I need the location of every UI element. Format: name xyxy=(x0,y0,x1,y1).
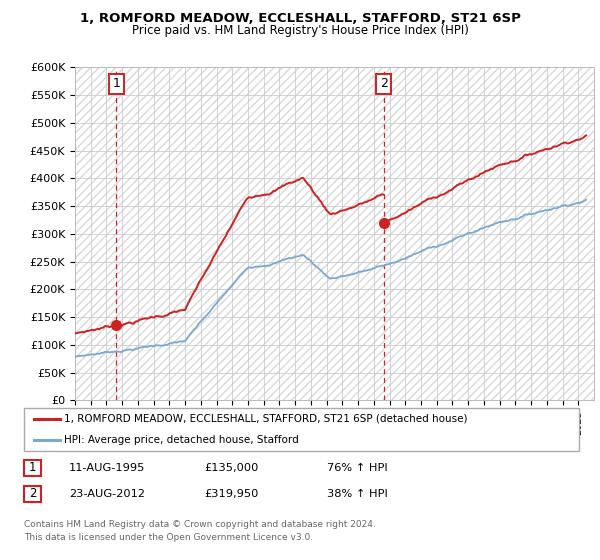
Text: HPI: Average price, detached house, Stafford: HPI: Average price, detached house, Staf… xyxy=(64,435,299,445)
Text: 1: 1 xyxy=(112,77,120,90)
Text: 38% ↑ HPI: 38% ↑ HPI xyxy=(327,489,388,499)
FancyBboxPatch shape xyxy=(24,460,41,475)
Text: 1: 1 xyxy=(29,461,36,474)
Text: Contains HM Land Registry data © Crown copyright and database right 2024.
This d: Contains HM Land Registry data © Crown c… xyxy=(24,520,376,542)
FancyBboxPatch shape xyxy=(24,486,41,502)
Text: 2: 2 xyxy=(380,77,388,90)
Text: 2: 2 xyxy=(29,487,36,501)
Text: Price paid vs. HM Land Registry's House Price Index (HPI): Price paid vs. HM Land Registry's House … xyxy=(131,24,469,37)
Text: 1, ROMFORD MEADOW, ECCLESHALL, STAFFORD, ST21 6SP: 1, ROMFORD MEADOW, ECCLESHALL, STAFFORD,… xyxy=(80,12,520,25)
Text: £135,000: £135,000 xyxy=(204,463,259,473)
Text: £319,950: £319,950 xyxy=(204,489,259,499)
Text: 23-AUG-2012: 23-AUG-2012 xyxy=(69,489,145,499)
Text: 1, ROMFORD MEADOW, ECCLESHALL, STAFFORD, ST21 6SP (detached house): 1, ROMFORD MEADOW, ECCLESHALL, STAFFORD,… xyxy=(64,414,467,424)
FancyBboxPatch shape xyxy=(24,408,579,451)
Text: 76% ↑ HPI: 76% ↑ HPI xyxy=(327,463,388,473)
Text: 11-AUG-1995: 11-AUG-1995 xyxy=(69,463,145,473)
